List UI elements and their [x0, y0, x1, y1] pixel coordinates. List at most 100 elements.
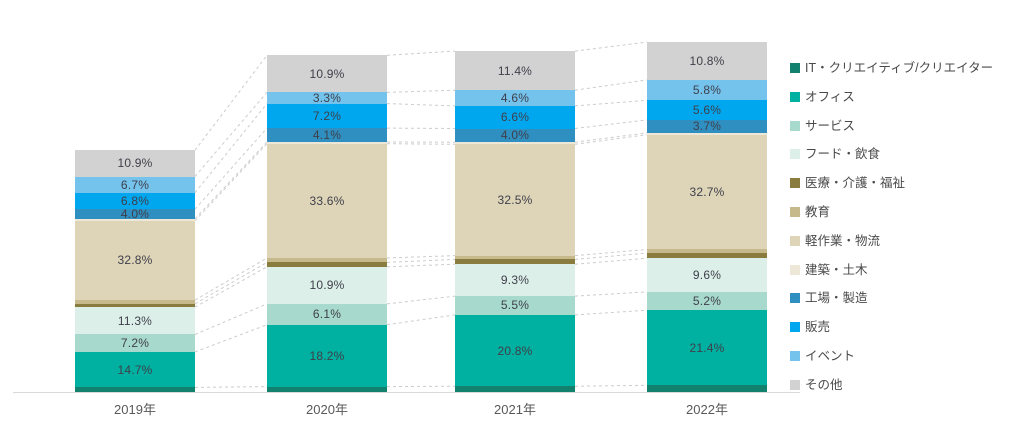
- legend-item: フード・飲食: [790, 147, 880, 161]
- segment-value-label: 6.8%: [120, 193, 150, 208]
- x-axis-label: 2022年: [686, 402, 728, 417]
- legend-item: サービス: [790, 119, 855, 133]
- x-axis-label: 2019年: [114, 402, 156, 417]
- segment-value-label: 6.7%: [120, 177, 150, 192]
- legend-label: 工場・製造: [805, 291, 868, 306]
- legend-item: 建築・土木: [790, 263, 868, 277]
- segment-value-label: 4.6%: [500, 91, 530, 106]
- bar-segment: [455, 264, 575, 297]
- bar-segment: [455, 144, 575, 256]
- bar-segment: [647, 42, 767, 80]
- segment-value-label: 6.1%: [312, 307, 342, 322]
- segment-value-label: 32.5%: [497, 192, 533, 207]
- segment-value-label: 33.6%: [309, 193, 345, 208]
- legend-item: その他: [790, 378, 843, 392]
- bar-segment: [75, 220, 195, 301]
- bar-segment: [267, 324, 387, 387]
- bar-segment: [647, 249, 767, 253]
- legend-label: 教育: [805, 205, 831, 219]
- bar-segment: [267, 257, 387, 263]
- bar-segment: [75, 150, 195, 177]
- bar-segment: [267, 266, 387, 304]
- legend-label: 販売: [805, 320, 831, 335]
- segment-value-label: 7.2%: [120, 336, 150, 351]
- legend-swatch-icon: [790, 149, 800, 160]
- segment-value-label: 5.5%: [500, 298, 530, 313]
- bar-segment: [455, 296, 575, 315]
- legend-label: フード・飲食: [805, 147, 881, 162]
- bar-segment: [267, 55, 387, 93]
- bar-segment: [455, 314, 575, 387]
- legend-label: その他: [805, 377, 843, 392]
- bar-segment: [75, 192, 195, 210]
- bar-segment: [647, 119, 767, 133]
- bar-segment: [455, 386, 575, 392]
- segment-value-label: 10.8%: [689, 53, 725, 68]
- bar-segment: [647, 134, 767, 250]
- segment-value-label: 5.8%: [692, 83, 722, 98]
- segment-value-label: 32.7%: [689, 185, 725, 200]
- legend-item: オフィス: [790, 90, 855, 104]
- legend-item: 医療・介護・福祉: [790, 176, 905, 190]
- bar-segment: [75, 351, 195, 388]
- bar-segment: [647, 79, 767, 101]
- bar-segment: [75, 303, 195, 308]
- segment-value-label: 14.7%: [117, 362, 153, 377]
- segment-value-label: 6.6%: [500, 110, 530, 125]
- segment-value-label: 9.6%: [692, 268, 722, 283]
- legend-swatch-icon: [790, 351, 800, 361]
- bar-segment: [455, 142, 575, 145]
- legend-label: 医療・介護・福祉: [805, 176, 906, 191]
- bar-segment: [267, 142, 387, 144]
- bar-segment: [75, 176, 195, 193]
- bar-segment: [455, 255, 575, 260]
- segment-value-label: 3.7%: [692, 119, 722, 134]
- segment-value-label: 32.8%: [117, 253, 153, 268]
- legend-swatch-icon: [790, 322, 800, 333]
- bar-segment: [267, 103, 387, 129]
- bar-segment: [75, 334, 195, 352]
- segment-value-label: 7.2%: [312, 108, 342, 123]
- legend-item: IT・クリエイティブ/クリエイター: [790, 61, 993, 75]
- segment-value-label: 10.9%: [117, 156, 153, 171]
- x-axis-label: 2020年: [306, 402, 348, 417]
- bar-segment: [267, 143, 387, 258]
- bar-2019年: 14.7% 7.2% 11.3% 32.8% 4.0% 6.8% 6.7% 10.9%: [75, 150, 195, 392]
- legend-item: イベント: [790, 349, 855, 363]
- segment-value-label: 21.4%: [689, 340, 725, 355]
- segment-value-label: 20.8%: [497, 343, 533, 358]
- bar-segment: [267, 386, 387, 392]
- legend-label: 建築・土木: [805, 262, 868, 277]
- bar-2021年: 20.8% 5.5% 9.3% 32.5% 4.0% 6.6% 4.6% 11.4%: [455, 51, 575, 392]
- bar-segment: [455, 90, 575, 106]
- bar-segment: [455, 51, 575, 91]
- bar-segment: [647, 258, 767, 292]
- legend-label: 軽作業・物流: [805, 233, 881, 248]
- bar-segment: [75, 307, 195, 335]
- segment-value-label: 3.3%: [312, 90, 342, 105]
- bar-segment: [267, 303, 387, 325]
- segment-value-label: 18.2%: [309, 348, 345, 363]
- segment-value-label: 10.9%: [309, 66, 345, 81]
- bar-segment: [75, 218, 195, 221]
- bar-2020年: 18.2% 6.1% 10.9% 33.6% 4.1% 7.2% 3.3% 10.9%: [267, 55, 387, 392]
- legend-swatch-icon: [790, 120, 800, 131]
- legend-swatch-icon: [790, 293, 800, 304]
- x-axis-label: 2021年: [494, 402, 536, 417]
- legend-label: サービス: [805, 118, 856, 133]
- legend-label: イベント: [805, 349, 856, 363]
- bar-2022年: 21.4% 5.2% 9.6% 32.7% 3.7% 5.6% 5.8% 10.8%: [647, 42, 767, 392]
- bar-segment: [75, 387, 195, 392]
- segment-value-label: 10.9%: [309, 278, 345, 293]
- legend-item: 工場・製造: [790, 291, 868, 305]
- segment-value-label: 4.1%: [312, 128, 342, 143]
- legend-item: 販売: [790, 320, 830, 334]
- segment-value-label: 11.3%: [117, 313, 153, 328]
- segment-value-label: 4.0%: [120, 206, 150, 221]
- bar-segment: [647, 291, 767, 311]
- legend-label: オフィス: [805, 89, 855, 104]
- legend-label: IT・クリエイティブ/クリエイター: [805, 61, 994, 75]
- legend-swatch-icon: [790, 63, 800, 73]
- segment-value-label: 11.4%: [497, 63, 533, 78]
